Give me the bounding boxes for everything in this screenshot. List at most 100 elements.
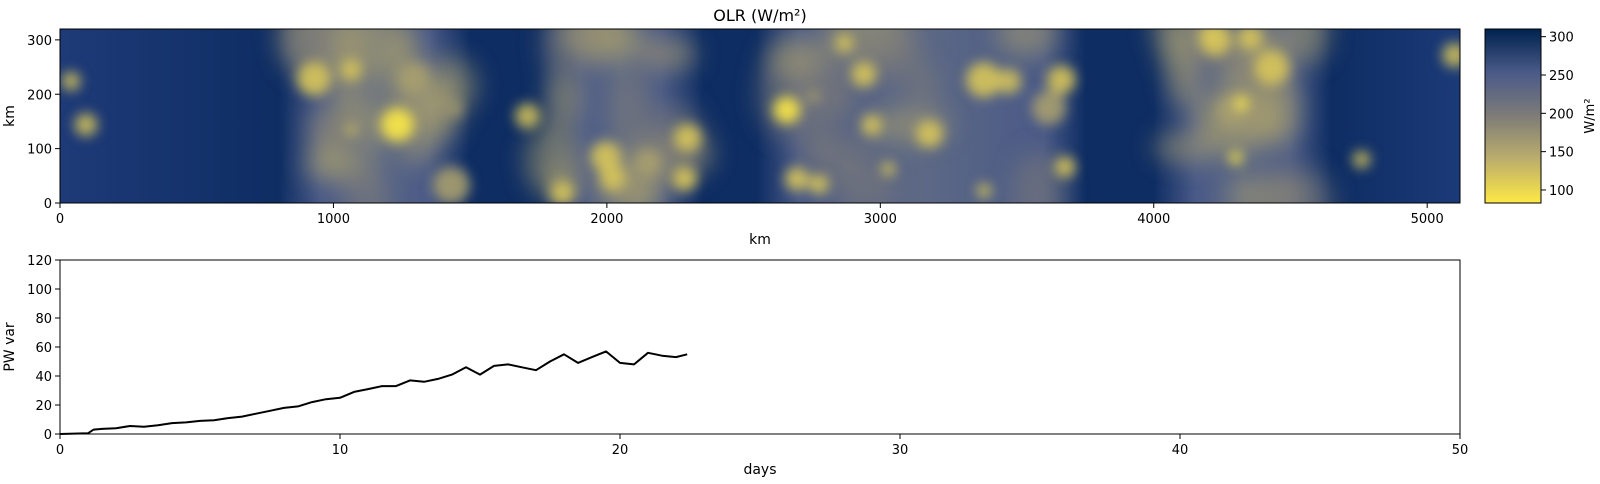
olr-x-tick-label: 1000 <box>317 212 350 227</box>
olr-y-tick-label: 200 <box>27 88 52 103</box>
convective-cell <box>397 62 430 95</box>
convective-cell <box>1228 150 1243 165</box>
convective-cell <box>673 124 702 152</box>
convective-cell <box>1198 29 1233 57</box>
pwvar-y-tick-label: 40 <box>35 370 52 385</box>
pwvar-y-tick-label: 20 <box>35 399 52 414</box>
convective-cell <box>672 166 697 191</box>
pwvar-series-line <box>59 350 688 435</box>
convective-cell <box>514 103 541 129</box>
pwvar-y-tick-label: 100 <box>27 283 52 298</box>
colorbar-axis: 100 150 200 250 300 <box>1541 31 1574 199</box>
olr-x-tick-label: 4000 <box>1137 212 1170 227</box>
pwvar-y-tick-label: 120 <box>27 254 52 269</box>
pwvar-x-axis: 0 10 20 30 40 50 <box>56 434 1468 458</box>
pwvar-axes-frame <box>59 259 1461 435</box>
pwvar-y-tick-label: 80 <box>35 312 52 327</box>
colorbar-tick-label: 100 <box>1549 184 1574 199</box>
pwvar-ylabel: PW var <box>2 322 18 372</box>
olr-xlabel: km <box>749 232 771 248</box>
convective-cell <box>966 62 1002 98</box>
olr-x-axis: 0 1000 2000 3000 4000 5000 <box>56 203 1444 227</box>
pwvar-y-axis: 0 20 40 60 80 100 120 <box>27 254 60 443</box>
haze-patch <box>810 134 871 179</box>
convective-cell <box>432 166 471 203</box>
olr-ylabel: km <box>2 105 18 127</box>
haze-patch <box>613 71 652 150</box>
haze-patch <box>873 29 917 63</box>
convective-cell <box>346 124 357 136</box>
haze-patch <box>1256 71 1302 149</box>
colorbar-tick-label: 200 <box>1549 107 1574 122</box>
convective-cell <box>380 107 415 142</box>
olr-heatmap <box>60 29 1460 203</box>
haze-patch <box>995 29 1059 58</box>
olr-y-tick-label: 300 <box>27 34 52 49</box>
convective-cell <box>916 120 943 148</box>
olr-y-tick-label: 0 <box>44 197 52 212</box>
pwvar-x-tick-label: 50 <box>1452 443 1469 458</box>
convective-cell <box>851 61 877 88</box>
convective-cell <box>340 59 362 81</box>
convective-cell <box>550 180 575 203</box>
pwvar-x-tick-label: 10 <box>332 443 349 458</box>
haze-patch <box>279 29 335 73</box>
haze-patch <box>401 84 459 131</box>
haze-patch <box>640 37 681 68</box>
olr-title: OLR (W/m²) <box>713 6 806 25</box>
haze-patch <box>1253 164 1335 203</box>
olr-y-tick-label: 100 <box>27 143 52 158</box>
colorbar-tick-label: 300 <box>1549 31 1574 46</box>
olr-x-tick-label: 0 <box>56 212 64 227</box>
olr-y-axis: 0 100 200 300 <box>27 34 60 212</box>
convective-cell <box>61 71 81 91</box>
haze-patch <box>822 78 855 116</box>
pwvar-y-tick-label: 60 <box>35 341 52 356</box>
convective-cell <box>1352 150 1371 169</box>
convective-cell <box>807 89 820 103</box>
haze-patch <box>545 69 583 129</box>
convective-cell <box>1235 96 1249 110</box>
haze-patch <box>560 29 627 63</box>
pwvar-y-tick-label: 0 <box>44 428 52 443</box>
convective-cell <box>590 141 622 173</box>
haze-patch <box>1280 29 1330 66</box>
convective-cell <box>599 164 626 191</box>
colorbar-tick-label: 150 <box>1549 146 1574 161</box>
convective-cell <box>881 161 896 176</box>
haze-patch <box>908 69 941 104</box>
convective-cell <box>297 61 331 96</box>
haze-patch <box>766 34 827 80</box>
convective-cell <box>861 114 883 136</box>
convective-cell <box>808 173 829 195</box>
convective-cell <box>635 149 662 176</box>
convective-cell <box>74 113 98 137</box>
convective-cell <box>1237 29 1263 50</box>
pwvar-series <box>59 350 688 435</box>
convective-cell <box>1442 42 1460 68</box>
convective-cell <box>1046 65 1076 95</box>
haze-patch <box>1011 150 1065 203</box>
olr-axes-frame <box>59 28 1461 204</box>
colorbar-tick-label: 250 <box>1549 69 1574 84</box>
pwvar-x-tick-label: 30 <box>892 443 909 458</box>
convective-cell <box>1254 50 1290 86</box>
olr-x-tick-label: 3000 <box>864 212 897 227</box>
olr-x-tick-label: 2000 <box>590 212 623 227</box>
haze-patch <box>344 167 386 203</box>
pwvar-x-tick-label: 40 <box>1172 443 1189 458</box>
convective-cell <box>977 183 992 198</box>
convective-cell <box>1054 156 1076 178</box>
colorbar-bar <box>1484 28 1542 204</box>
convective-cell <box>773 96 801 124</box>
pwvar-x-tick-label: 20 <box>612 443 629 458</box>
colorbar: 100 150 200 250 300 W/m² <box>1484 28 1598 204</box>
olr-x-tick-label: 5000 <box>1411 212 1444 227</box>
convective-cell <box>996 68 1022 94</box>
convective-cell <box>448 102 462 116</box>
colorbar-label: W/m² <box>1583 98 1598 133</box>
olr-panel: OLR (W/m²) 0 1000 2000 3000 4000 5000 0 100 200… <box>2 6 1461 248</box>
heatmap-cells <box>61 29 1460 203</box>
pwvar-panel: 0 10 20 30 40 50 0 20 40 60 80 100 120 days PW var <box>2 254 1468 478</box>
